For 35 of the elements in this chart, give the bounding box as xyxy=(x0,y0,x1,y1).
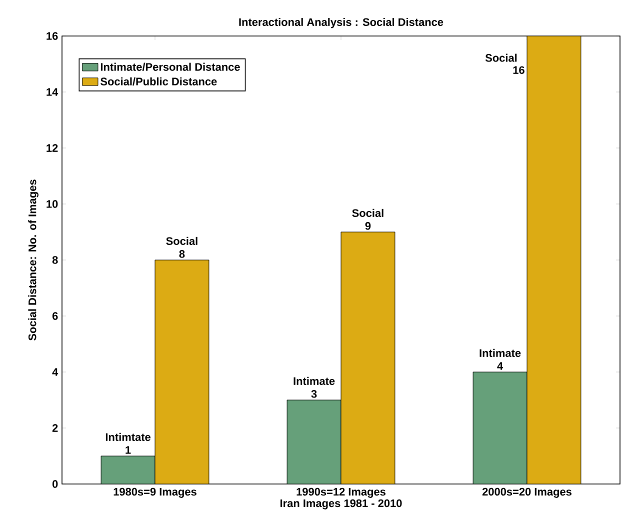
data-label: 8 xyxy=(179,250,185,258)
bar xyxy=(340,232,396,484)
data-label: 3 xyxy=(311,390,317,398)
annotation: Intimtate xyxy=(106,432,150,441)
data-label: 9 xyxy=(365,222,371,230)
annotation: Intimate xyxy=(294,376,335,385)
annotation: Social xyxy=(485,54,517,62)
y-tick-label: 2 xyxy=(52,424,58,432)
bar xyxy=(472,372,528,484)
x-tick-label: 1980s=9 Images xyxy=(114,488,196,498)
y-tick-label: 4 xyxy=(52,368,58,376)
chart-title: Interactional Analysis : Social Distance xyxy=(239,18,444,28)
y-tick-label: 12 xyxy=(46,144,58,152)
x-tick-label: 2000s=20 Images xyxy=(482,488,572,498)
annotation: Intimate xyxy=(480,348,521,357)
y-axis-title: Social Distance: No. of Images xyxy=(28,180,38,340)
bar xyxy=(286,400,342,484)
y-tick-label: 8 xyxy=(52,256,58,264)
y-tick-label: 16 xyxy=(46,32,58,40)
y-tick-label: 0 xyxy=(52,480,58,488)
x-axis-title: Iran Images 1981 - 2010 xyxy=(280,499,402,510)
annotation: Social xyxy=(352,208,384,217)
legend-label: Intimate/Personal Distance xyxy=(100,62,240,71)
y-tick-label: 6 xyxy=(52,312,58,320)
annotation: Social xyxy=(166,236,198,245)
data-label: 16 xyxy=(513,66,524,74)
bar xyxy=(526,36,582,484)
legend-label: Social/Public Distance xyxy=(100,77,217,86)
bar xyxy=(154,260,210,484)
data-label: 4 xyxy=(497,362,504,370)
y-tick-label: 10 xyxy=(46,200,58,208)
y-tick-label: 14 xyxy=(46,88,58,96)
bar xyxy=(100,456,156,484)
data-label: 1 xyxy=(126,446,131,454)
x-tick-label: 1990s=12 Images xyxy=(296,488,386,498)
